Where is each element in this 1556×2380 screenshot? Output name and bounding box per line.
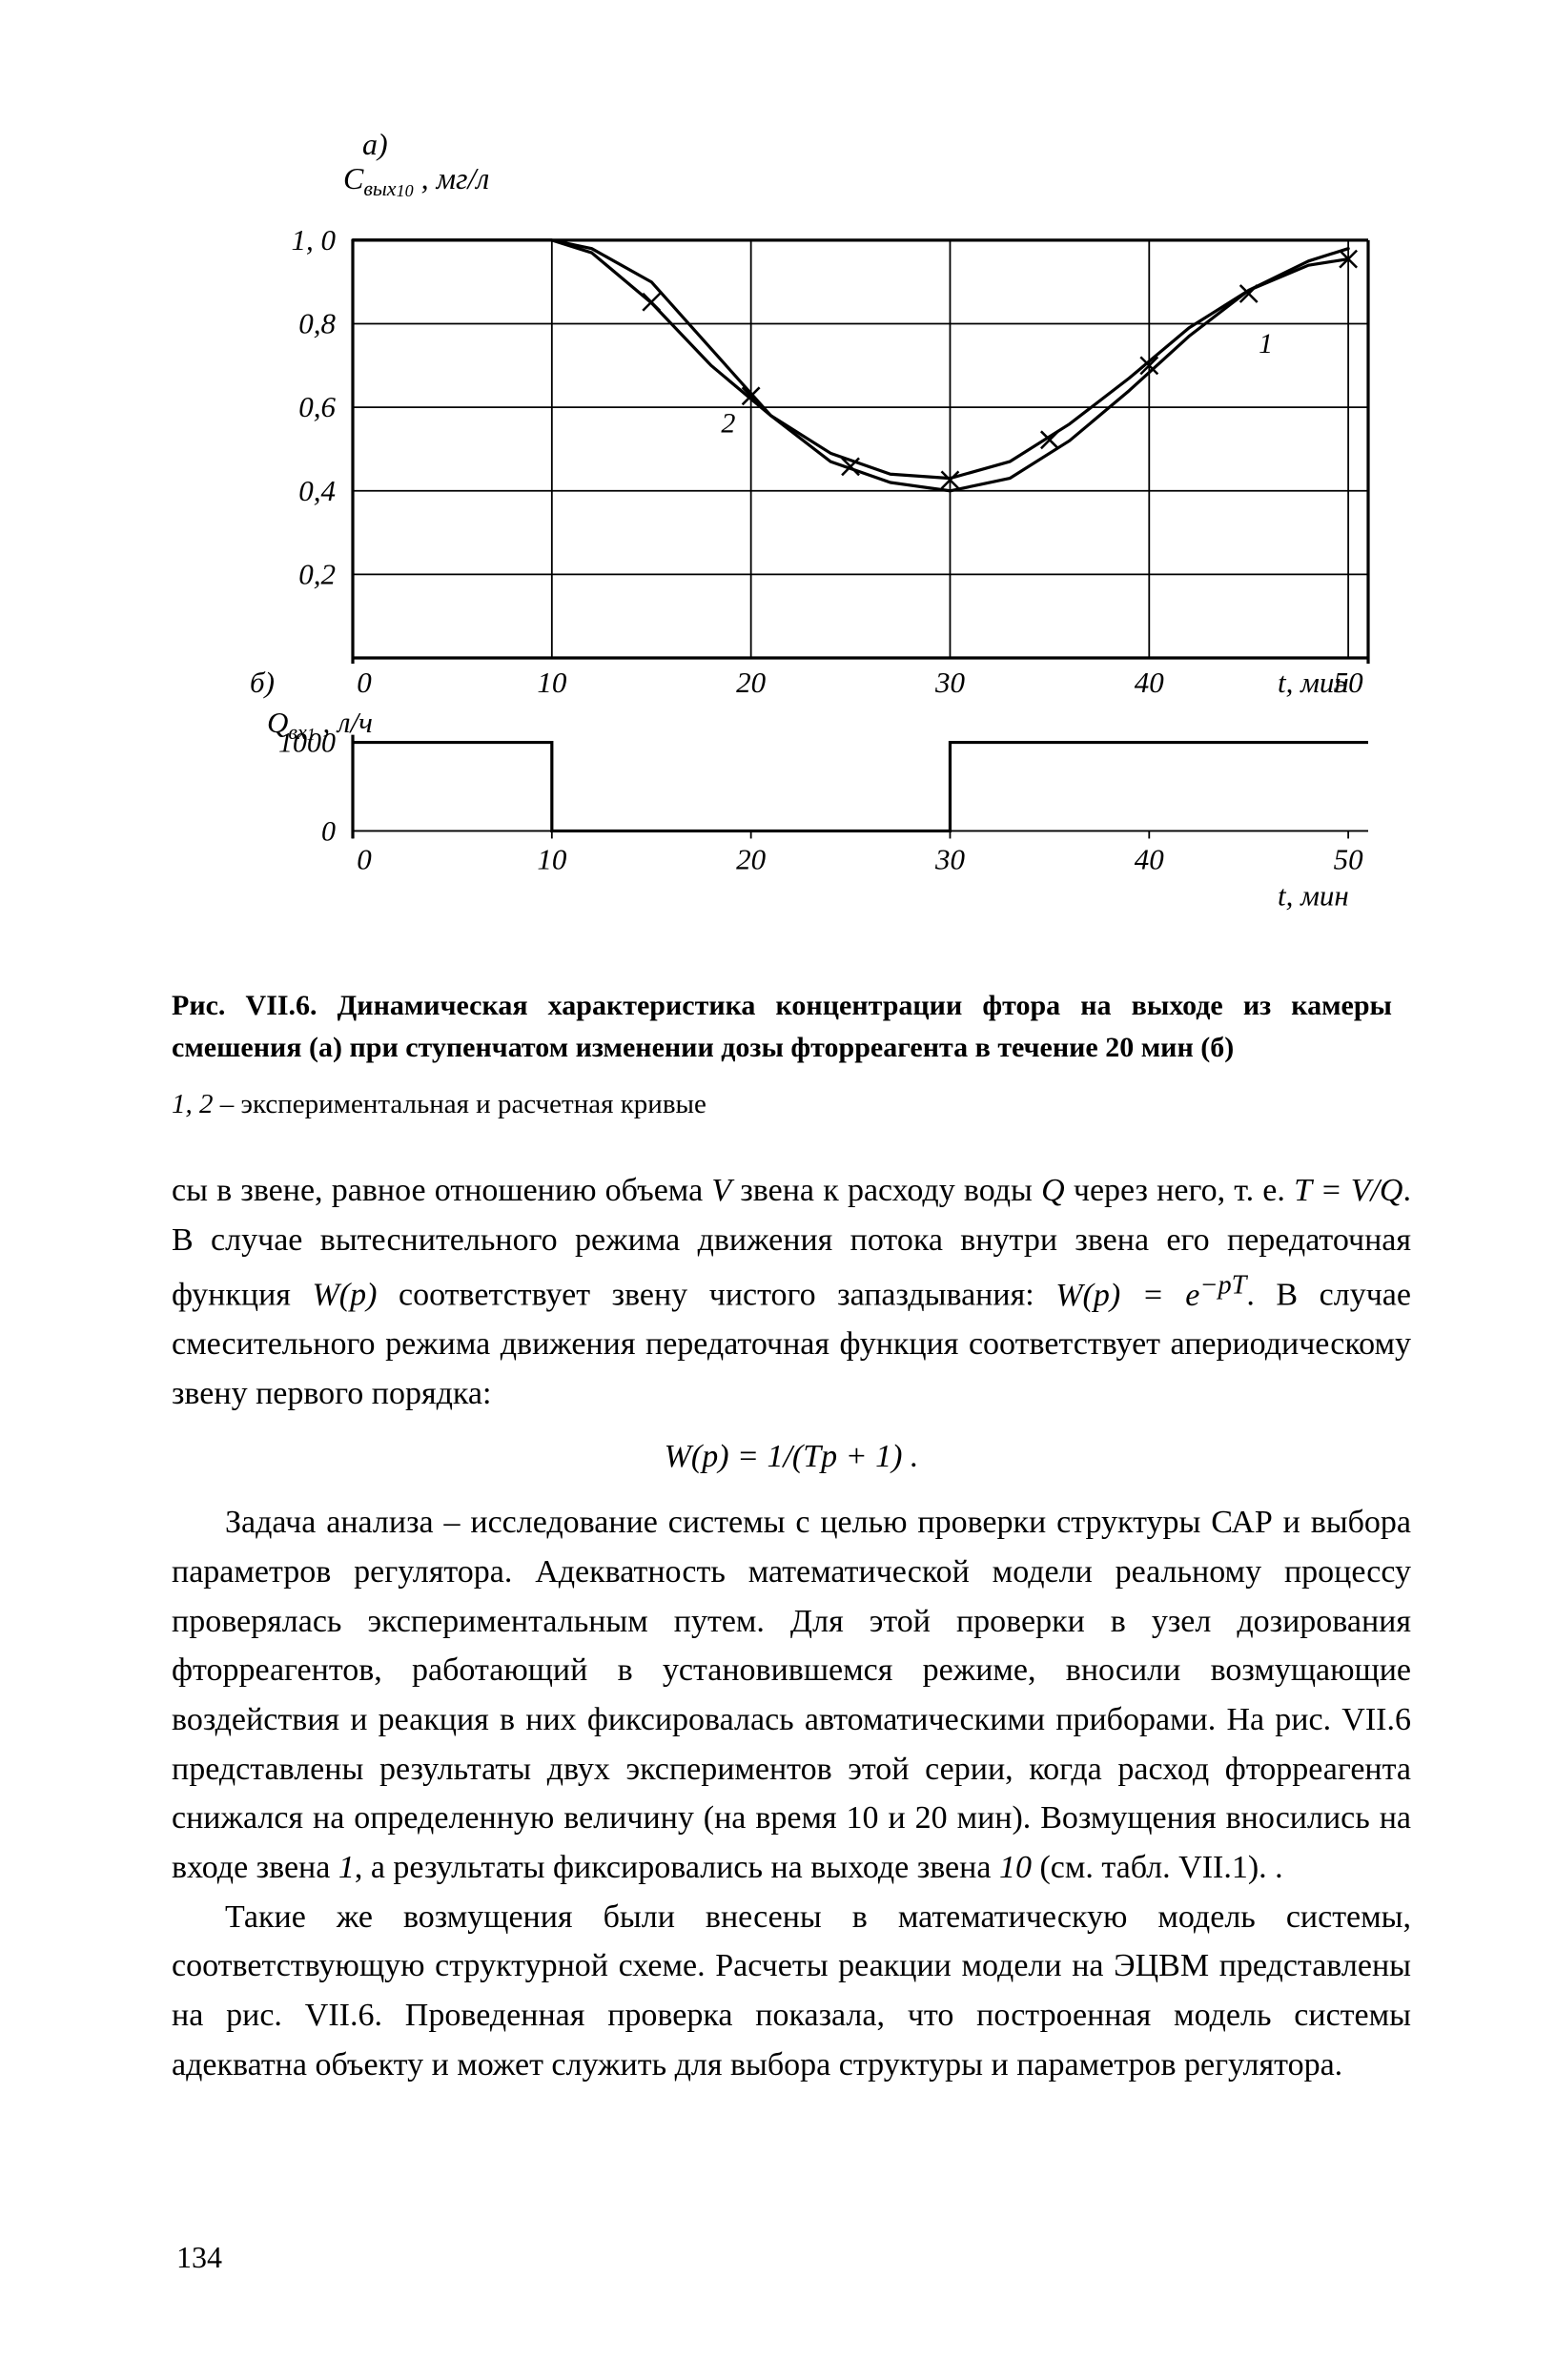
body-p2: Задача анализа – исследование системы с …: [172, 1505, 1411, 1885]
link-10: 10: [999, 1850, 1032, 1885]
TVQ-eq: T = V/Q: [1294, 1173, 1402, 1208]
body-p2b: , а результаты фиксировались на выходе з…: [355, 1850, 999, 1885]
link-1: 1: [338, 1850, 355, 1885]
Q-symbol: Q: [1041, 1173, 1065, 1208]
legend-nums: 1, 2 –: [172, 1089, 234, 1119]
svg-text:б): б): [250, 666, 275, 699]
figure-VII-6: а)Cвых10 , мг/л0,20,40,60,81, 0120102030…: [191, 114, 1411, 958]
svg-text:1, 0: 1, 0: [292, 223, 337, 256]
body-p1-c: через него, т. е.: [1065, 1173, 1294, 1208]
svg-text:10: 10: [537, 666, 567, 699]
svg-text:t, мин: t, мин: [1278, 666, 1349, 699]
body-text: сы в звене, равное отношению объема V зв…: [172, 1166, 1411, 2089]
page-number: 134: [176, 2240, 222, 2275]
TVQ-text: T = V/Q: [1294, 1173, 1402, 1208]
svg-text:а): а): [362, 127, 388, 161]
legend-text: экспериментальная и расчетная кривые: [234, 1089, 706, 1119]
svg-text:Cвых10 , мг/л: Cвых10 , мг/л: [343, 161, 489, 200]
figure-caption: Рис. VII.6. Динамическая характеристика …: [172, 985, 1392, 1068]
svg-text:1: 1: [1259, 328, 1273, 359]
svg-text:t, мин: t, мин: [1278, 878, 1349, 912]
svg-text:0: 0: [357, 666, 372, 699]
Wp-symbol: W(p): [312, 1278, 377, 1313]
svg-text:30: 30: [934, 666, 966, 699]
svg-text:10: 10: [537, 842, 567, 875]
body-p3: Такие же возмущения были внесены в матем…: [172, 1893, 1411, 2090]
svg-text:0: 0: [321, 815, 336, 847]
figure-legend: 1, 2 – экспериментальная и расчетная кри…: [172, 1089, 1392, 1120]
svg-text:1000: 1000: [278, 728, 336, 759]
svg-text:40: 40: [1135, 666, 1165, 699]
svg-text:2: 2: [721, 407, 735, 439]
caption-text: Динамическая характеристика концентрации…: [172, 990, 1392, 1063]
body-p1-b: звена к расходу воды: [731, 1173, 1041, 1208]
body-p1-e: соответствует звену чистого запаздывания…: [377, 1278, 1055, 1313]
equation-row: W(p) = 1/(Tp + 1) .: [172, 1432, 1411, 1482]
svg-text:20: 20: [736, 842, 767, 875]
body-p2c: (см. табл. VII.1). .: [1032, 1850, 1283, 1885]
V-symbol: V: [711, 1173, 731, 1208]
svg-text:0,6: 0,6: [298, 390, 336, 423]
svg-text:30: 30: [934, 842, 966, 875]
svg-text:50: 50: [1334, 842, 1364, 875]
Wp-exp: W(p) = e−pT: [1055, 1278, 1246, 1313]
svg-text:0,8: 0,8: [298, 307, 336, 340]
svg-text:0: 0: [357, 842, 372, 875]
caption-lead: Рис. VII.6.: [172, 990, 317, 1021]
chart-svg: а)Cвых10 , мг/л0,20,40,60,81, 0120102030…: [191, 114, 1411, 954]
svg-text:20: 20: [736, 666, 767, 699]
body-p1-a: сы в звене, равное отношению объема: [172, 1173, 711, 1208]
svg-text:40: 40: [1135, 842, 1165, 875]
svg-text:0,4: 0,4: [298, 474, 336, 507]
svg-text:0,2: 0,2: [298, 557, 336, 590]
